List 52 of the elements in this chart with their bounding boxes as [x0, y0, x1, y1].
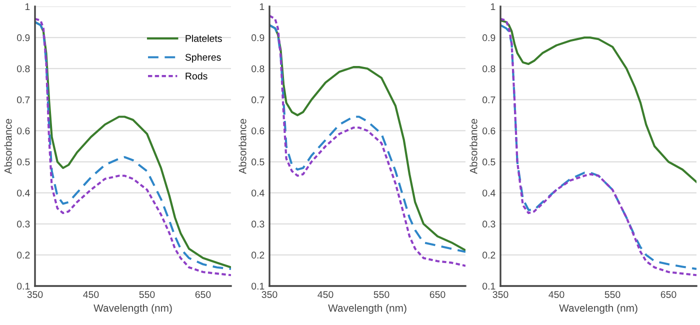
y-tick-label: 0.1	[482, 282, 496, 290]
x-axis-title: Wavelength (nm)	[328, 304, 406, 314]
line-series	[500, 19, 696, 184]
x-tick-label: 350	[262, 291, 278, 298]
y-tick-label: 0.9	[252, 34, 264, 42]
x-axis-title: Wavelength (nm)	[559, 304, 638, 314]
y-tick-label: 1	[260, 3, 264, 10]
y-tick-label: 0.2	[482, 252, 496, 259]
x-tick-label: 550	[139, 291, 155, 298]
x-axis-title: Wavelength (nm)	[94, 304, 172, 314]
y-tick-label: 0.3	[252, 220, 264, 228]
legend-label: Spheres	[185, 54, 221, 63]
y-tick-label: 0.3	[17, 220, 30, 228]
y-tick-label: 0.4	[252, 190, 264, 196]
x-tick-label: 650	[195, 291, 211, 298]
legend-label: Rods	[186, 72, 208, 80]
x-tick-label: 650	[430, 291, 446, 298]
x-tick-label: 450	[318, 291, 334, 298]
y-tick-label: 0.5	[17, 158, 30, 166]
x-tick-label: 650	[660, 291, 676, 298]
y-tick-label: 0.5	[252, 158, 264, 166]
x-tick-label: 550	[374, 291, 390, 298]
y-tick-label: 0.6	[482, 127, 496, 134]
y-tick-label: 0.4	[17, 190, 30, 196]
y-tick-label: 0.4	[482, 190, 496, 196]
y-tick-label: 0.1	[252, 282, 264, 290]
x-tick-label: 350	[27, 291, 43, 298]
y-axis-title: Absorbance	[4, 118, 12, 174]
y-axis-title: Absorbance	[470, 118, 478, 174]
y-tick-label: 0.1	[17, 282, 30, 290]
x-tick-label: 550	[604, 291, 620, 298]
y-tick-label: 1	[25, 3, 30, 10]
y-tick-label: 0.8	[482, 65, 496, 72]
legend-label: Platelets	[186, 34, 222, 42]
y-tick-label: 1	[490, 3, 496, 10]
y-tick-label: 0.2	[252, 252, 264, 259]
x-tick-label: 450	[548, 291, 564, 298]
y-tick-label: 0.7	[17, 96, 30, 104]
y-tick-label: 0.8	[17, 65, 30, 72]
y-tick-label: 0.3	[482, 220, 496, 228]
y-tick-label: 0.8	[252, 65, 264, 72]
y-tick-label: 0.5	[482, 158, 496, 166]
y-tick-label: 0.7	[252, 96, 264, 104]
y-tick-label: 0.2	[17, 252, 30, 259]
y-axis-title: Absorbance	[238, 118, 246, 174]
y-tick-label: 0.9	[17, 34, 30, 42]
y-tick-label: 0.9	[482, 34, 496, 42]
y-tick-label: 0.6	[17, 127, 30, 134]
x-tick-label: 350	[492, 291, 508, 298]
x-tick-label: 450	[83, 291, 99, 298]
y-tick-label: 0.6	[252, 127, 264, 134]
y-tick-label: 0.7	[482, 96, 496, 104]
